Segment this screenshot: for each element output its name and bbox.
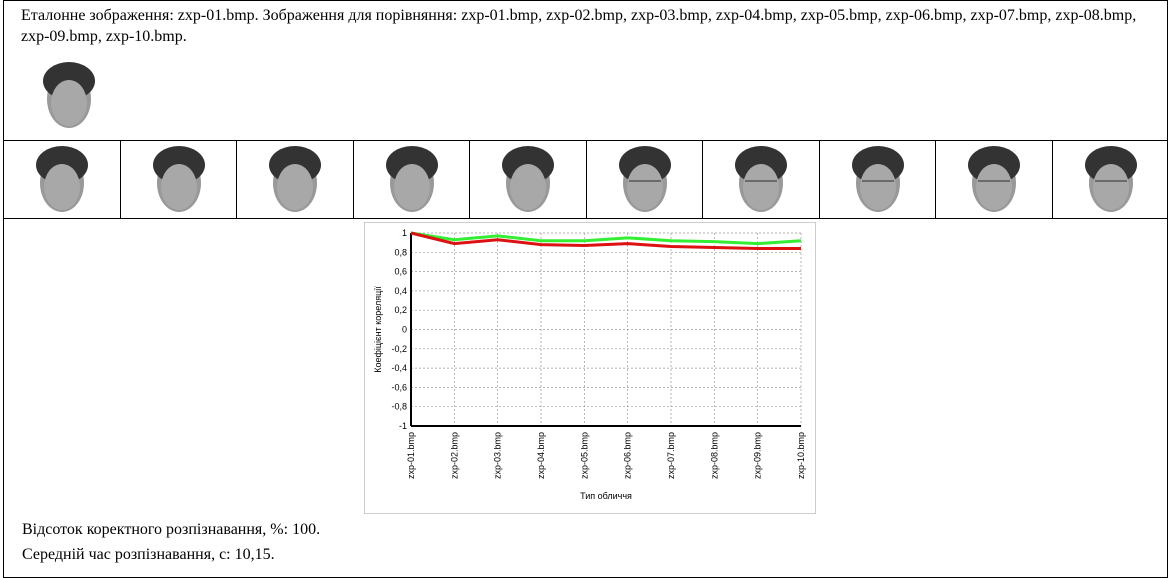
face [36,146,89,212]
x-tick-label: zxp-01.bmp [406,432,416,479]
y-tick-label: 0,4 [394,286,407,296]
accuracy-text: Відсоток коректного розпізнавання, %: 10… [22,521,321,538]
face [269,146,322,212]
x-tick-label: zxp-04.bmp [536,432,546,479]
x-tick-label: zxp-06.bmp [623,432,633,479]
header-text: Еталонне зображення: zxp-01.bmp. Зображе… [21,7,1137,45]
page: Еталонне зображення: zxp-01.bmp. Зображе… [3,0,1168,578]
cell-divider [935,141,936,218]
face [152,146,205,212]
y-tick-label: -0,6 [391,382,407,392]
y-tick-label: -0,4 [391,363,407,373]
face [385,146,438,212]
x-axis-label: Тип обличчя [580,491,632,501]
y-axis-label: Коефіцієнт кореляції [373,286,383,373]
cell-divider [702,141,703,218]
face [851,146,904,212]
x-tick-label: zxp-09.bmp [753,432,763,479]
face [502,146,555,212]
header-cell: Еталонне зображення: zxp-01.bmp. Зображе… [3,0,1168,141]
x-tick-label: zxp-08.bmp [709,432,719,479]
y-tick-label: 0 [402,325,407,335]
y-tick-label: 0,2 [394,305,407,315]
x-tick-label: zxp-02.bmp [449,432,459,479]
cell-divider [469,141,470,218]
face [1084,146,1137,212]
y-tick-label: -0,2 [391,344,407,354]
cell-divider [352,141,354,218]
chart: -1 -0,8 -0,6 -0,4 -0,2 0 0,2 0,4 0,6 0,8 1 zxp-01.b… [364,222,816,514]
x-tick-label: zxp-03.bmp [493,432,503,479]
x-tick-label: zxp-05.bmp [579,432,589,479]
y-tick-label: -1 [399,421,407,431]
cell-divider [119,141,121,218]
face [618,146,671,212]
y-tick-label: 0,6 [394,267,407,277]
result-cell: Відсоток коректного розпізнавання, %: 10… [3,218,1168,578]
y-tick-label: 0,8 [394,247,407,257]
y-tick-label: -0,8 [391,402,407,412]
y-tick-label: 1 [402,228,407,238]
faces-row [3,140,1168,219]
face [968,146,1021,212]
x-tick-label: zxp-10.bmp [796,432,806,479]
series-line [410,231,802,246]
cell-divider [236,141,237,218]
cell-divider [585,141,587,218]
face [735,146,788,212]
cell-divider [818,141,820,218]
cell-divider [1051,141,1053,218]
series-line [410,231,801,250]
time-text: Середній час розпізнавання, с: 10,15. [22,546,275,563]
reference-face [43,62,95,128]
x-tick-label: zxp-07.bmp [666,432,676,479]
